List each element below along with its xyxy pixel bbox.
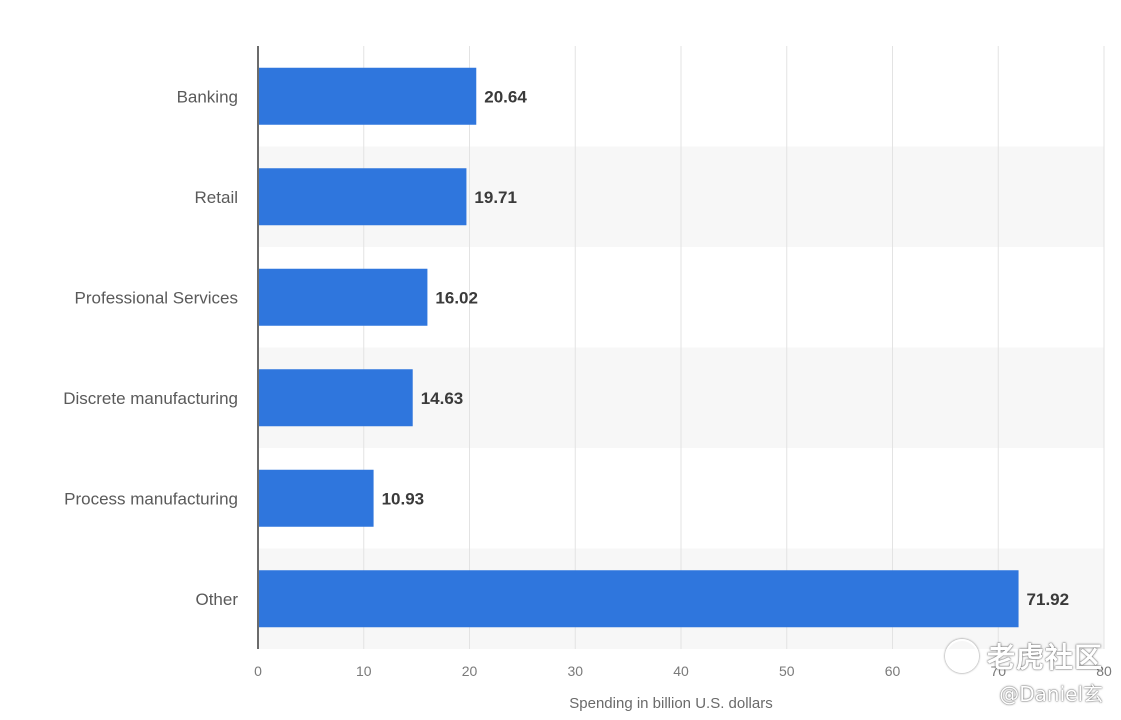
category-label: Discrete manufacturing	[63, 389, 238, 408]
bar	[258, 469, 374, 527]
x-tick-label: 10	[356, 663, 372, 679]
value-label: 16.02	[435, 288, 478, 307]
x-tick-label: 0	[254, 663, 262, 679]
category-label: Other	[195, 590, 238, 609]
bar	[258, 369, 413, 427]
x-axis-title: Spending in billion U.S. dollars	[569, 695, 772, 712]
value-label: 19.71	[474, 188, 517, 207]
x-tick-label: 50	[779, 663, 795, 679]
value-label: 71.92	[1027, 590, 1070, 609]
category-label: Process manufacturing	[64, 489, 238, 508]
bar	[258, 268, 428, 326]
value-label: 10.93	[382, 489, 425, 508]
x-tick-label: 80	[1096, 663, 1112, 679]
bar	[258, 67, 477, 125]
tiger-community-logo-icon	[944, 639, 979, 673]
watermark-name: 老虎社区	[986, 641, 1103, 674]
category-label: Retail	[195, 188, 238, 207]
watermark-handle: @Daniel玄	[999, 682, 1103, 706]
value-label: 20.64	[484, 87, 527, 106]
x-tick-label: 20	[462, 663, 478, 679]
x-tick-label: 40	[673, 663, 689, 679]
value-label: 14.63	[421, 389, 464, 408]
x-tick-label: 30	[567, 663, 583, 679]
watermark: 老虎社区 @Daniel玄	[944, 636, 1103, 707]
bar	[258, 570, 1019, 628]
watermark-row: 老虎社区	[944, 636, 1103, 676]
bar	[258, 168, 467, 226]
category-label: Banking	[177, 87, 238, 106]
x-tick-label: 60	[885, 663, 901, 679]
category-label: Professional Services	[75, 288, 238, 307]
x-tick-label: 70	[990, 663, 1006, 679]
